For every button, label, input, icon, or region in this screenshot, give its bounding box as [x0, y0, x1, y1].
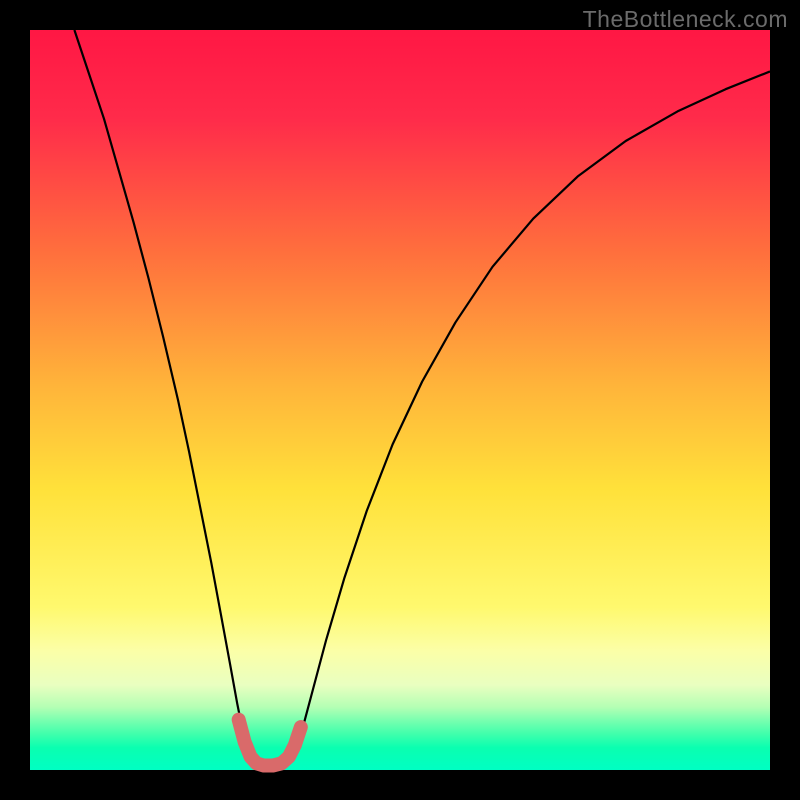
plot-background: [30, 30, 770, 770]
bottleneck-chart: [0, 0, 800, 800]
chart-container: TheBottleneck.com: [0, 0, 800, 800]
watermark-text: TheBottleneck.com: [583, 6, 788, 33]
